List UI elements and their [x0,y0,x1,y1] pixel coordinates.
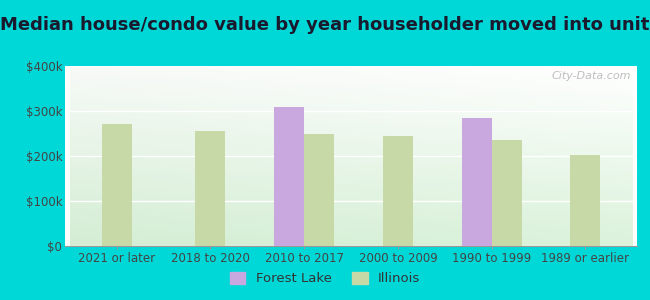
Bar [491,140,522,246]
Text: City-Data.com: City-Data.com [552,71,631,81]
Legend: Forest Lake, Illinois: Forest Lake, Illinois [224,266,426,290]
Bar [304,134,334,246]
Bar [571,155,601,246]
Bar [383,136,413,246]
Bar [274,106,304,246]
Bar [196,131,226,246]
Bar [101,124,131,246]
Text: Median house/condo value by year householder moved into unit: Median house/condo value by year househo… [0,16,650,34]
Bar [462,118,491,246]
